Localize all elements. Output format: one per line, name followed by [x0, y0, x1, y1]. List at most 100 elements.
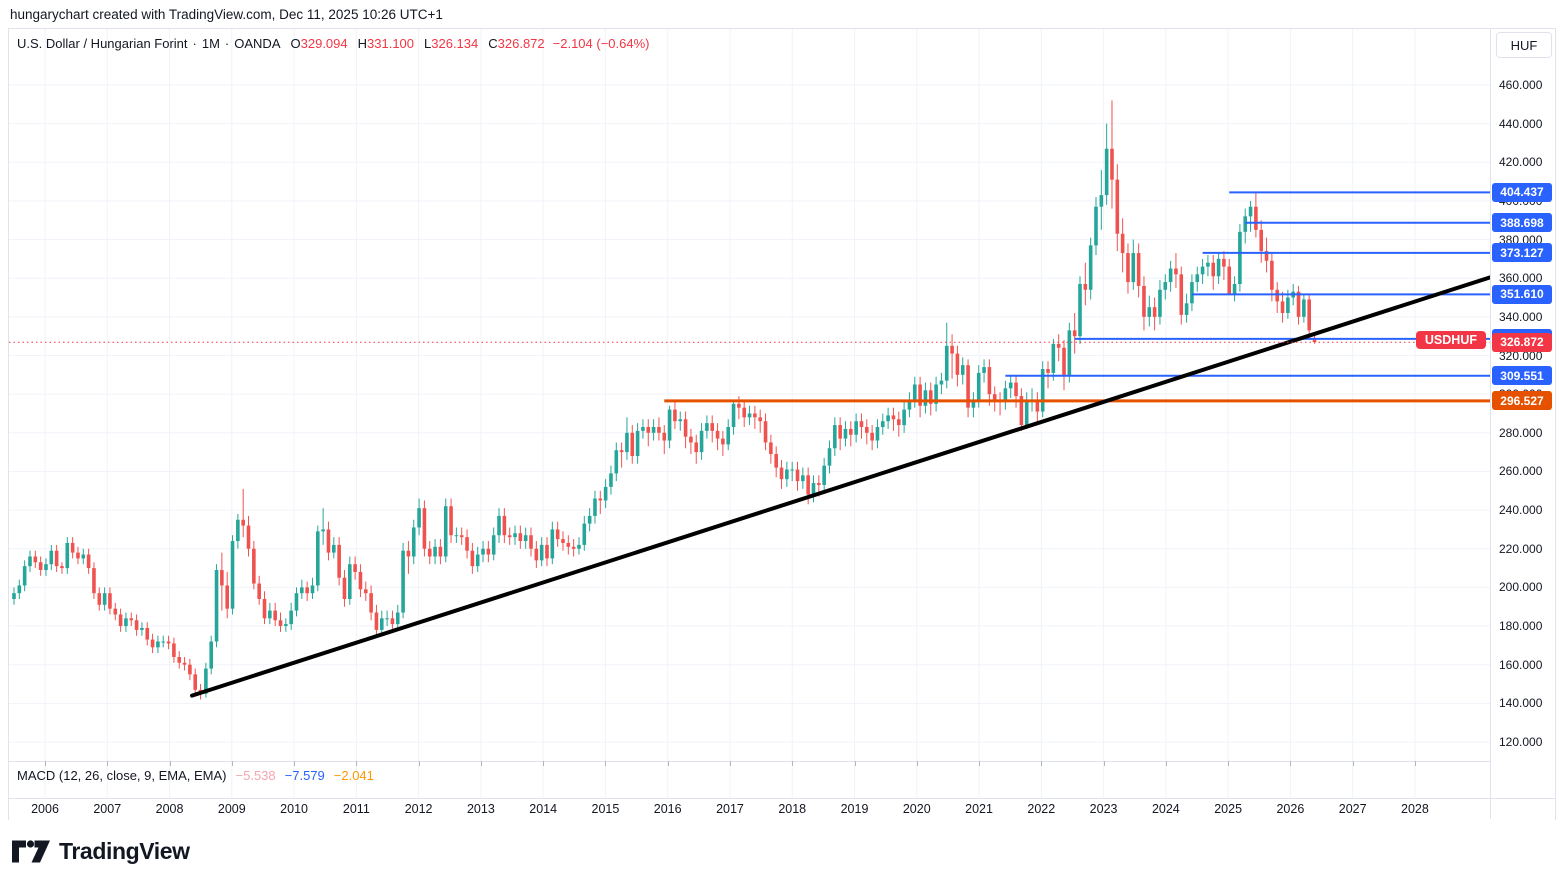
- candle-body: [1078, 283, 1082, 337]
- year-label: 2008: [155, 802, 184, 816]
- candle-body: [928, 390, 933, 404]
- candle-body: [353, 564, 357, 572]
- candle-body: [449, 506, 453, 536]
- candle-body: [252, 548, 256, 584]
- candle-body: [326, 529, 331, 553]
- candle-body: [443, 506, 448, 557]
- price-level-badge[interactable]: 309.551: [1492, 366, 1552, 386]
- scale-separator: [1490, 29, 1491, 819]
- candle-body: [1088, 245, 1093, 290]
- candle-body: [70, 542, 75, 553]
- price-tick-label: 200.000: [1499, 580, 1543, 595]
- candle-body: [150, 639, 155, 648]
- axis-tick: [1041, 761, 1043, 766]
- candle-body: [992, 394, 997, 400]
- candle-body: [33, 556, 38, 563]
- macd-value: −5.538: [235, 768, 276, 783]
- tradingview-logo-icon: [12, 840, 50, 863]
- candle-body: [1248, 206, 1253, 217]
- axis-tick: [854, 761, 856, 766]
- candle-body: [369, 593, 373, 613]
- candle-body: [475, 554, 480, 567]
- price-level-badge[interactable]: 404.437: [1492, 182, 1552, 202]
- candle-body: [918, 384, 922, 406]
- candle-body: [22, 566, 27, 586]
- candle-body: [97, 593, 102, 605]
- candle-body: [912, 384, 917, 400]
- candle-body: [577, 544, 581, 549]
- candle-body: [1227, 266, 1232, 294]
- year-label: 2011: [342, 802, 370, 816]
- candle-body: [209, 641, 214, 669]
- price-scale[interactable]: HUF 460.000440.000420.000400.000380.0003…: [1491, 29, 1555, 798]
- candle-body: [753, 413, 757, 418]
- price-tick-label: 220.000: [1499, 541, 1543, 556]
- candle-body: [1259, 229, 1264, 252]
- year-label: 2024: [1151, 802, 1180, 816]
- price-level-badge[interactable]: 351.610: [1492, 284, 1552, 304]
- year-label: 2017: [716, 802, 744, 816]
- symbol-title[interactable]: U.S. Dollar / Hungarian Forint: [17, 36, 188, 51]
- candle-body: [470, 550, 475, 567]
- price-level-badge[interactable]: 388.698: [1492, 213, 1552, 233]
- candle-body: [246, 525, 251, 549]
- candle-body: [129, 618, 134, 621]
- candle-body: [838, 425, 842, 439]
- candle-body: [1008, 382, 1013, 389]
- axis-tick: [231, 761, 233, 766]
- price-level-badge[interactable]: 296.527: [1492, 391, 1552, 411]
- candle-body: [1286, 297, 1290, 313]
- pane-separator[interactable]: [9, 761, 1555, 762]
- tradingview-logo[interactable]: TradingView: [12, 838, 190, 865]
- year-label: 2009: [217, 802, 246, 816]
- macd-title[interactable]: MACD (12, 26, close, 9, EMA, EMA): [17, 768, 227, 783]
- candle-body: [742, 407, 747, 418]
- candle-body: [827, 448, 832, 466]
- legend-separator: ·: [224, 36, 230, 51]
- candle-body: [960, 365, 965, 375]
- candle-body: [321, 529, 325, 532]
- candle-body: [1206, 262, 1210, 267]
- time-axis[interactable]: 2006 2007 2008 2009 2010 2011 2012 2013 2014 2015…: [9, 798, 1555, 820]
- year-label: 2021: [965, 802, 993, 816]
- exchange-label[interactable]: OANDA: [234, 36, 281, 51]
- trend-line[interactable]: [190, 275, 1490, 698]
- candle-body: [417, 508, 421, 528]
- candle-body: [1302, 299, 1306, 317]
- candle-body: [678, 419, 683, 422]
- candle-body: [673, 409, 677, 422]
- currency-button[interactable]: HUF: [1496, 32, 1552, 58]
- candle-body: [294, 593, 299, 611]
- candle-body: [316, 531, 320, 586]
- candle-body: [220, 570, 224, 586]
- change-value: −2.104 (−0.64%): [552, 36, 650, 51]
- axis-tick: [1352, 761, 1354, 766]
- candle-body: [641, 427, 645, 431]
- candle-body: [896, 419, 901, 426]
- candle-body: [491, 535, 496, 555]
- candle-body: [337, 544, 341, 578]
- interval-label[interactable]: 1M: [201, 36, 220, 51]
- candle-body: [257, 583, 261, 599]
- candle-body: [1190, 282, 1194, 304]
- candle-body: [1147, 307, 1152, 317]
- candle-body: [145, 627, 150, 640]
- candle-body: [284, 624, 288, 627]
- candle-body: [427, 548, 432, 557]
- candle-body: [300, 587, 304, 594]
- macd-value: −7.579: [284, 768, 325, 783]
- price-tick-label: 380.000: [1499, 232, 1543, 247]
- price-chart[interactable]: [9, 29, 1490, 798]
- candle-body: [870, 432, 874, 441]
- axis-tick: [605, 761, 607, 766]
- price-level-badge[interactable]: 373.127: [1492, 243, 1552, 263]
- candle-body: [769, 442, 773, 455]
- candle-body: [188, 664, 192, 675]
- year-label: 2013: [466, 802, 495, 816]
- candle-body: [833, 425, 837, 449]
- candle-body: [987, 367, 992, 395]
- attribution-text: hungarychart created with TradingView.co…: [10, 7, 443, 22]
- axis-tick: [356, 761, 358, 766]
- candle-body: [86, 554, 91, 569]
- candle-body: [65, 542, 70, 569]
